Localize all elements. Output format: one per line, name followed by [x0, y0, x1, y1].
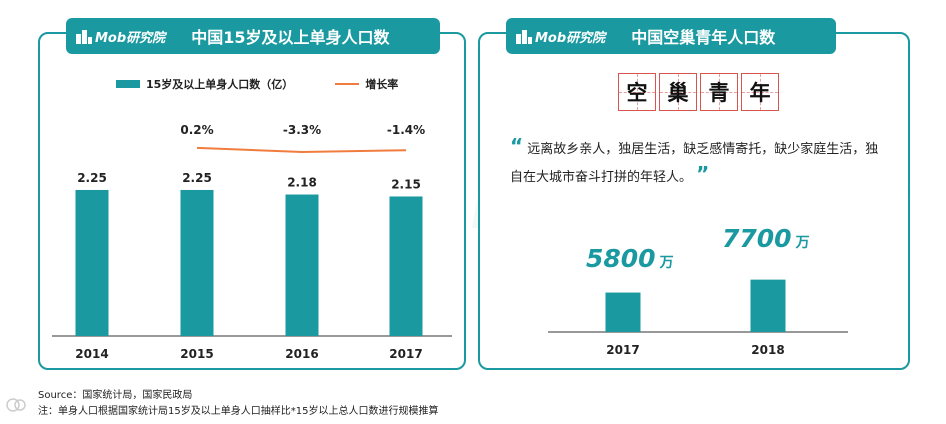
open-quote-icon: “	[510, 134, 524, 158]
brand-name: Mob研究院	[535, 30, 606, 46]
source-note: Source：国家统计局，国家民政局	[38, 390, 193, 401]
big-value-2018: 7700 万	[722, 224, 810, 253]
right-panel-title: 中国空巢青年人口数	[631, 28, 776, 47]
big-value-number: 7700	[722, 224, 792, 253]
seal-char: 空	[618, 73, 656, 111]
big-value-unit: 万	[659, 255, 674, 271]
brand-icon	[76, 30, 92, 44]
brand-logo: Mob研究院	[516, 27, 605, 46]
right-panel-header: Mob研究院 中国空巢青年人口数	[506, 18, 836, 54]
left-panel-title: 中国15岁及以上单身人口数	[191, 28, 390, 47]
big-value-2017: 5800 万	[586, 244, 674, 273]
legend-line-label: 增长率	[365, 78, 399, 91]
legend-line-swatch	[335, 83, 360, 85]
right-panel	[478, 32, 910, 370]
corner-watermark-icon	[6, 398, 26, 412]
big-value-unit: 万	[795, 235, 810, 251]
definition-quote: “ 远离故乡亲人，独居生活，缺乏感情寄托，缺少家庭生活，独自在大城市奋斗打拼的年…	[510, 134, 890, 190]
seal-char: 青	[700, 73, 738, 111]
footnote: 注：单身人口根据国家统计局15岁及以上单身人口抽样比*15岁以上总人口数进行规模…	[38, 406, 439, 417]
seal-title: 空 巢 青 年	[618, 73, 782, 111]
chart-legend: 15岁及以上单身人口数（亿） 增长率	[116, 76, 398, 92]
legend-bar-swatch	[116, 80, 140, 88]
seal-char: 巢	[659, 73, 697, 111]
left-panel-header: Mob研究院 中国15岁及以上单身人口数	[66, 18, 440, 54]
brand-logo: Mob研究院	[76, 27, 165, 46]
brand-icon	[516, 30, 532, 44]
brand-name: Mob研究院	[95, 30, 166, 46]
definition-text: 远离故乡亲人，独居生活，缺乏感情寄托，缺少家庭生活，独自在大城市奋斗打拼的年轻人…	[510, 142, 879, 185]
legend-bar-label: 15岁及以上单身人口数（亿）	[146, 78, 294, 91]
close-quote-icon: ”	[696, 162, 710, 186]
big-value-number: 5800	[586, 244, 656, 273]
seal-char: 年	[741, 73, 779, 111]
